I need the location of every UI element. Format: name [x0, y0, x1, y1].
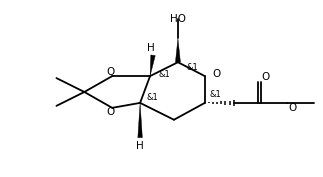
Text: O: O [213, 69, 221, 79]
Polygon shape [175, 38, 181, 62]
Polygon shape [150, 55, 155, 76]
Text: H: H [147, 43, 155, 53]
Polygon shape [138, 103, 142, 138]
Text: O: O [106, 67, 114, 77]
Text: O: O [106, 107, 114, 117]
Text: O: O [261, 72, 270, 82]
Text: &1: &1 [146, 93, 158, 102]
Text: &1: &1 [158, 70, 170, 79]
Text: O: O [288, 103, 297, 113]
Text: &1: &1 [210, 90, 222, 99]
Text: H: H [136, 141, 144, 151]
Text: &1: &1 [187, 63, 199, 72]
Text: HO: HO [170, 14, 186, 24]
